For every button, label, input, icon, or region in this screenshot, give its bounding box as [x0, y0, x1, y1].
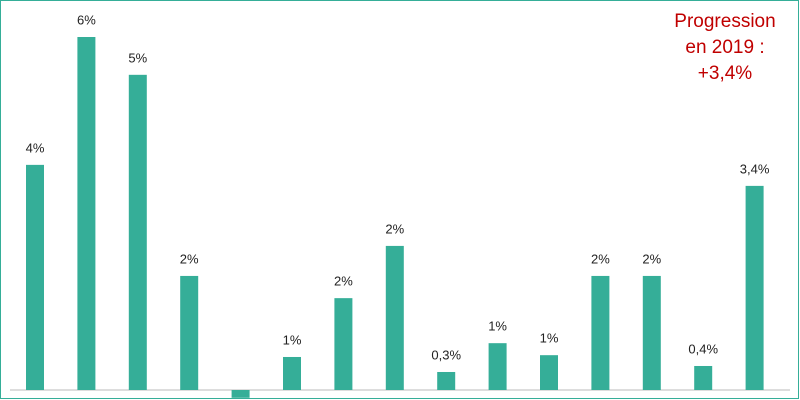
value-label: 2% — [385, 221, 404, 236]
bar — [591, 275, 610, 390]
value-label: 1% — [283, 332, 302, 347]
value-label: 6% — [77, 12, 96, 27]
value-label: 0,4% — [688, 341, 718, 356]
value-label: 2% — [591, 251, 610, 266]
bar — [488, 343, 507, 390]
value-label: 0,3% — [431, 347, 461, 362]
bar — [540, 355, 558, 390]
annotation-line: +3,4% — [698, 63, 753, 84]
bar — [231, 390, 250, 398]
bar — [26, 164, 44, 390]
bar — [77, 37, 96, 390]
bar — [385, 245, 404, 390]
value-label: 1% — [540, 331, 559, 346]
value-label: 2% — [180, 251, 199, 266]
annotation-line: Progression — [674, 11, 775, 32]
bar — [334, 298, 353, 390]
bar — [437, 371, 456, 390]
bar — [128, 74, 147, 391]
annotation-line: en 2019 : — [685, 37, 764, 58]
bar — [642, 275, 661, 390]
bar — [745, 185, 764, 390]
value-label: 4% — [26, 140, 45, 155]
value-label: 3,4% — [740, 161, 770, 176]
value-label: 2% — [642, 251, 661, 266]
bar — [283, 356, 301, 390]
value-label: 5% — [128, 50, 147, 65]
bar — [180, 275, 199, 390]
bar — [694, 365, 713, 390]
value-label: 2% — [334, 274, 353, 289]
value-label: 1% — [488, 319, 507, 334]
